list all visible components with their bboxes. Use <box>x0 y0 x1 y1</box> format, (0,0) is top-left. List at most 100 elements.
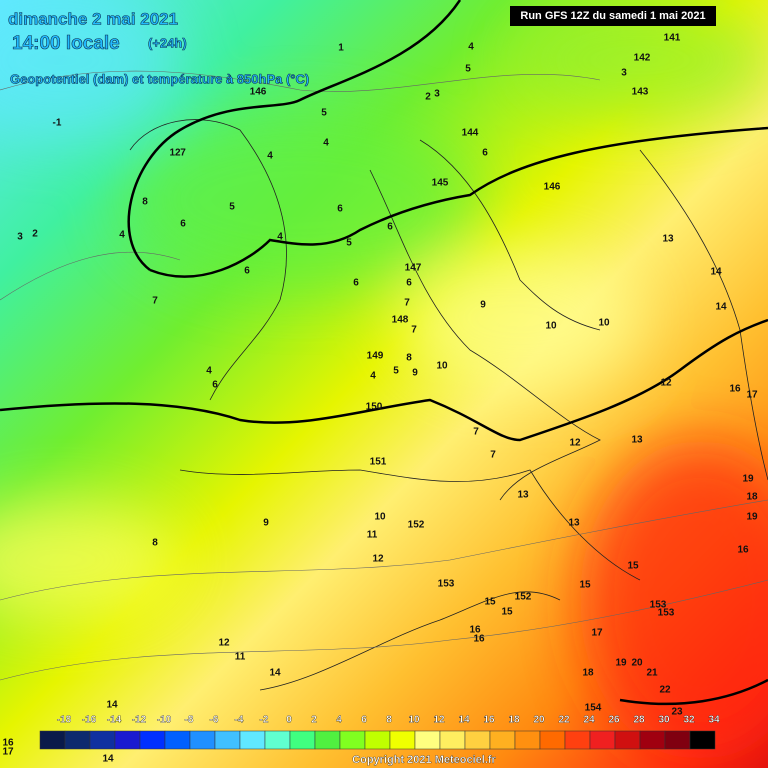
run-box <box>510 6 716 26</box>
temperature-label: 6 <box>244 266 250 277</box>
temperature-label: 15 <box>627 561 639 572</box>
legend-tick-label: 16 <box>483 715 495 726</box>
temperature-label: 17 <box>746 390 758 401</box>
legend-swatch <box>639 730 666 750</box>
legend-swatch <box>489 730 516 750</box>
legend-tick-label: 8 <box>386 715 392 726</box>
legend-tick-label: -4 <box>235 715 244 726</box>
legend-tick-label: -12 <box>132 715 147 726</box>
temperature-label: 14 <box>106 700 118 711</box>
temperature-label: 6 <box>212 380 218 391</box>
temperature-label: 21 <box>646 668 658 679</box>
temperature-label: 20 <box>631 658 643 669</box>
geopotential-label: 143 <box>632 87 649 98</box>
legend-swatch <box>314 730 341 750</box>
legend-swatch <box>339 730 366 750</box>
isotherms <box>0 70 768 681</box>
temperature-label: 6 <box>337 204 343 215</box>
legend-swatch <box>664 730 691 750</box>
temperature-label: 9 <box>263 518 269 529</box>
legend-swatch <box>64 730 91 750</box>
temperature-label: 19 <box>746 512 758 523</box>
legend-swatch <box>264 730 291 750</box>
legend-tick-label: 4 <box>336 715 342 726</box>
legend-swatch <box>39 730 66 750</box>
legend-swatch <box>614 730 641 750</box>
temperature-label: 7 <box>473 427 479 438</box>
map-labels: 1411421431441451461461471481491501511521… <box>2 33 758 765</box>
copyright: Copyright 2021 Meteociel.fr <box>352 754 496 766</box>
legend-tick-label: -16 <box>82 715 97 726</box>
temperature-label: 10 <box>374 512 386 523</box>
temperature-label: 4 <box>277 232 283 243</box>
temperature-label: 5 <box>346 238 352 249</box>
temperature-label: 18 <box>746 492 758 503</box>
legend-tick-label: 22 <box>558 715 570 726</box>
temperature-label: 6 <box>180 219 186 230</box>
legend-swatch <box>439 730 466 750</box>
geopotential-label: 146 <box>544 182 561 193</box>
lead-time: (+24h) <box>148 35 187 50</box>
legend-tick-label: -10 <box>157 715 172 726</box>
legend-swatch <box>514 730 541 750</box>
temperature-label: 3 <box>434 89 440 100</box>
geopotential-label: 141 <box>664 33 681 44</box>
temperature-label: 14 <box>710 267 722 278</box>
temperature-label: 10 <box>598 318 610 329</box>
legend-swatch <box>139 730 166 750</box>
temperature-label: 10 <box>545 321 557 332</box>
temperature-label: 3 <box>17 232 23 243</box>
temperature-label: 14 <box>269 668 281 679</box>
legend-tick-label: 0 <box>286 715 292 726</box>
legend-tick-label: 24 <box>583 715 595 726</box>
temperature-label: -1 <box>53 118 62 129</box>
legend-swatch <box>289 730 316 750</box>
geopotential-label: 147 <box>405 263 422 274</box>
legend-tick-label: -6 <box>210 715 219 726</box>
temperature-label: 13 <box>568 518 580 529</box>
temperature-label: 12 <box>660 378 672 389</box>
temperature-label: 7 <box>180 148 186 159</box>
legend-tick-label: 18 <box>508 715 520 726</box>
temperature-label: 12 <box>169 148 181 159</box>
temperature-label: 16 <box>2 738 14 749</box>
geopotential-label: 146 <box>250 87 267 98</box>
temperature-label: 6 <box>406 278 412 289</box>
geopotential-contours <box>0 0 768 706</box>
temperature-label: 15 <box>579 580 591 591</box>
temperature-label: 2 <box>32 229 38 240</box>
temperature-label: 3 <box>621 68 627 79</box>
temperature-label: 5 <box>321 108 327 119</box>
legend-swatch <box>214 730 241 750</box>
temperature-label: 4 <box>323 138 329 149</box>
temperature-label: 17 <box>591 628 603 639</box>
temperature-label: 11 <box>367 530 378 541</box>
temperature-label: 4 <box>119 230 125 241</box>
temperature-label: 4 <box>370 371 376 382</box>
temperature-label: 2 <box>425 92 431 103</box>
temperature-label: 13 <box>517 490 529 501</box>
temperature-label: 22 <box>659 685 671 696</box>
legend-swatch <box>164 730 191 750</box>
legend-tick-label: 28 <box>633 715 645 726</box>
temperature-label: 14 <box>102 754 114 765</box>
legend-swatch <box>189 730 216 750</box>
temperature-label: 5 <box>393 366 399 377</box>
legend-tick-label: 10 <box>408 715 420 726</box>
temperature-label: 1 <box>338 43 344 54</box>
temperature-label: 7 <box>411 325 417 336</box>
geopotential-label: 144 <box>462 128 479 139</box>
field-description: Geopotentiel (dam) et température à 850h… <box>10 71 309 86</box>
map-subtitle: 14:00 locale <box>12 33 120 54</box>
legend-tick-label: 34 <box>708 715 720 726</box>
temperature-label: 10 <box>436 361 448 372</box>
temperature-label: 14 <box>715 302 727 313</box>
temperature-label: 8 <box>142 197 148 208</box>
temperature-label: 4 <box>206 366 212 377</box>
legend-swatch <box>564 730 591 750</box>
temperature-label: 23 <box>671 707 683 718</box>
geopotential-label: 148 <box>392 315 409 326</box>
temperature-label: 12 <box>372 554 384 565</box>
temperature-label: 6 <box>482 148 488 159</box>
